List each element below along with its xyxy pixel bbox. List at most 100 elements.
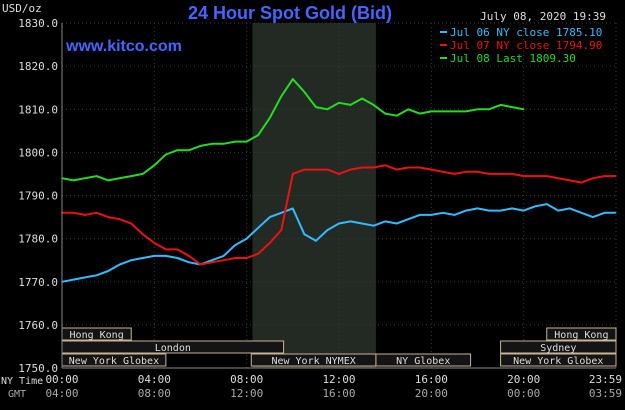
data-point	[176, 257, 179, 259]
data-point	[384, 164, 386, 167]
session-label: NY Globex	[396, 356, 450, 367]
session-box	[500, 353, 617, 367]
data-point	[257, 227, 260, 229]
data-point	[580, 211, 583, 214]
session-box	[546, 327, 617, 341]
data-point	[614, 175, 617, 177]
data-point	[95, 175, 98, 177]
data-point	[72, 278, 75, 281]
session-label: Hong Kong	[70, 330, 124, 341]
data-point	[430, 214, 433, 216]
data-point	[407, 218, 410, 221]
data-point	[199, 145, 202, 147]
data-point	[499, 173, 502, 175]
data-point	[557, 177, 560, 180]
session-box	[500, 340, 617, 354]
x-tick-label-ny: 12:00	[322, 373, 355, 386]
data-point	[372, 166, 375, 169]
x-axis-label-gmt: GMT	[8, 389, 26, 400]
data-point	[107, 179, 109, 182]
data-point	[453, 173, 456, 175]
data-point	[407, 108, 410, 111]
data-point	[176, 248, 179, 251]
data-point	[453, 214, 456, 216]
session-box	[375, 353, 472, 367]
data-point	[315, 106, 317, 108]
data-point	[522, 175, 525, 177]
data-point	[569, 207, 571, 210]
data-point	[292, 173, 294, 175]
x-tick-label-gmt: 00:00	[507, 387, 540, 400]
data-point	[245, 140, 248, 143]
x-tick-label-ny: 08:00	[230, 373, 263, 386]
data-point	[234, 244, 236, 246]
data-point	[118, 263, 121, 266]
data-point	[476, 170, 479, 173]
x-tick-label-ny: 20:00	[507, 373, 540, 386]
y-tick-label: 1830.0	[18, 17, 58, 30]
data-point	[361, 166, 363, 169]
watermark-text: www.kitco.com	[65, 38, 182, 55]
y-tick-label: 1790.0	[18, 190, 58, 203]
data-point	[188, 255, 190, 257]
x-tick-label-ny: 00:00	[45, 373, 78, 386]
data-point	[72, 211, 75, 214]
data-point	[453, 110, 456, 113]
data-point	[349, 220, 352, 223]
y-tick-label: 1770.0	[18, 276, 58, 289]
timestamp: July 08, 2020 19:39	[480, 10, 606, 23]
data-point	[522, 108, 525, 111]
x-axis-label-ny: NY Time	[1, 376, 43, 387]
data-point	[84, 177, 86, 180]
data-point	[349, 168, 352, 171]
data-point	[384, 112, 386, 115]
data-point	[418, 214, 421, 216]
data-point	[338, 101, 340, 104]
data-point	[418, 112, 421, 115]
data-point	[280, 95, 283, 98]
data-point	[222, 142, 225, 145]
data-point	[245, 237, 248, 240]
data-point	[534, 205, 537, 208]
data-point	[141, 233, 144, 236]
x-tick-label-ny: 23:59	[589, 373, 622, 386]
data-point	[372, 224, 375, 227]
x-tick-label-gmt: 12:00	[230, 387, 263, 400]
data-point	[165, 255, 167, 257]
data-point	[326, 108, 329, 111]
data-point	[141, 257, 144, 259]
legend-entry: Jul 08 Last 1809.30	[450, 52, 576, 65]
data-point	[280, 229, 283, 231]
data-point	[176, 149, 179, 152]
x-tick-label-gmt: 20:00	[415, 387, 448, 400]
data-point	[84, 214, 86, 216]
data-point	[430, 110, 433, 113]
data-point	[95, 211, 98, 214]
data-point	[511, 106, 513, 108]
data-point	[442, 170, 444, 173]
data-point	[222, 255, 225, 257]
data-point	[476, 108, 479, 111]
y-axis-unit: USD/oz	[2, 2, 42, 15]
data-point	[580, 181, 583, 184]
session-label: New York NYMEX	[271, 356, 355, 367]
data-point	[476, 207, 479, 210]
data-point	[488, 108, 490, 111]
data-point	[153, 255, 156, 257]
data-point	[303, 91, 306, 93]
data-point	[280, 211, 283, 214]
data-point	[592, 216, 594, 218]
data-point	[395, 222, 398, 225]
session-label: Hong Kong	[554, 330, 608, 341]
data-point	[292, 78, 294, 80]
data-point	[303, 168, 306, 171]
data-point	[130, 175, 133, 177]
data-point	[165, 248, 167, 251]
data-point	[107, 216, 109, 218]
data-point	[465, 170, 467, 173]
x-tick-label-ny: 16:00	[415, 373, 448, 386]
data-point	[118, 218, 121, 221]
x-tick-label-gmt: 16:00	[322, 387, 355, 400]
